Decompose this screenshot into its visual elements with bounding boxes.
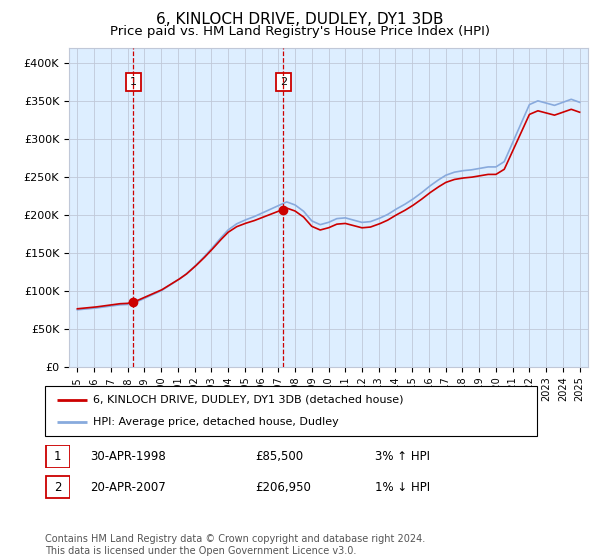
Text: HPI: Average price, detached house, Dudley: HPI: Average price, detached house, Dudl… <box>93 417 339 427</box>
FancyBboxPatch shape <box>46 476 70 498</box>
Text: 20-APR-2007: 20-APR-2007 <box>90 480 166 494</box>
Text: 6, KINLOCH DRIVE, DUDLEY, DY1 3DB (detached house): 6, KINLOCH DRIVE, DUDLEY, DY1 3DB (detac… <box>93 395 404 405</box>
FancyBboxPatch shape <box>45 386 537 436</box>
Text: 1: 1 <box>130 77 137 87</box>
Text: £206,950: £206,950 <box>255 480 311 494</box>
Text: 1% ↓ HPI: 1% ↓ HPI <box>375 480 430 494</box>
Text: Price paid vs. HM Land Registry's House Price Index (HPI): Price paid vs. HM Land Registry's House … <box>110 25 490 38</box>
Text: 2: 2 <box>54 480 61 494</box>
Text: 2: 2 <box>280 77 287 87</box>
Text: Contains HM Land Registry data © Crown copyright and database right 2024.
This d: Contains HM Land Registry data © Crown c… <box>45 534 425 556</box>
Text: £85,500: £85,500 <box>255 450 303 463</box>
Text: 6, KINLOCH DRIVE, DUDLEY, DY1 3DB: 6, KINLOCH DRIVE, DUDLEY, DY1 3DB <box>156 12 444 27</box>
Text: 1: 1 <box>54 450 61 463</box>
FancyBboxPatch shape <box>46 445 70 468</box>
Text: 3% ↑ HPI: 3% ↑ HPI <box>375 450 430 463</box>
Text: 30-APR-1998: 30-APR-1998 <box>90 450 166 463</box>
